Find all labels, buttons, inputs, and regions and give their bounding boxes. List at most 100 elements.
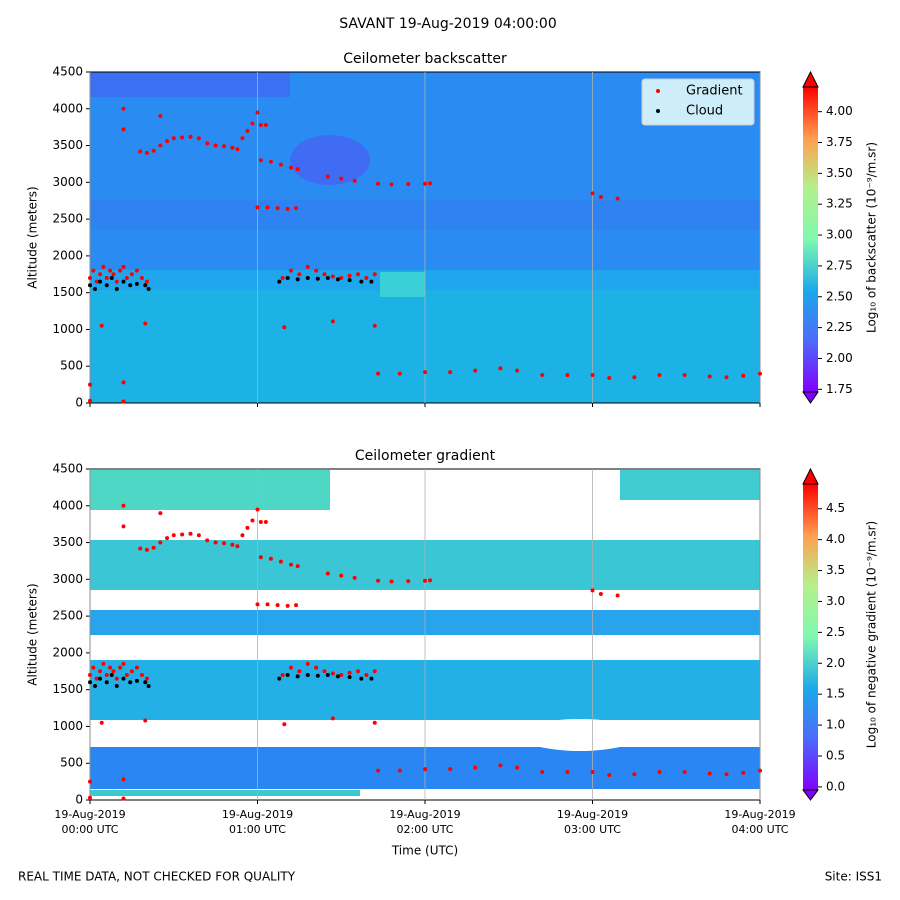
colorbar (803, 484, 818, 790)
colorbar-label: Log₁₀ of negative gradient (10⁻⁹/m.sr) (865, 521, 879, 748)
point (376, 181, 381, 186)
point (305, 264, 310, 269)
point (158, 540, 163, 545)
point (88, 779, 92, 784)
point (258, 519, 263, 524)
y-tick-label: 3000 (52, 572, 83, 586)
point (372, 323, 377, 328)
x-tick-label: 04:00 UTC (731, 823, 788, 836)
point (118, 665, 123, 670)
point (285, 206, 290, 211)
point (590, 373, 595, 378)
colorbar-tick-label: 0.5 (826, 749, 845, 763)
point (741, 770, 746, 775)
axes-title: Ceilometer gradient (355, 448, 496, 464)
footer-left: REAL TIME DATA, NOT CHECKED FOR QUALITY (18, 870, 296, 884)
point (144, 279, 149, 284)
point (98, 676, 103, 681)
point (372, 669, 377, 674)
point (707, 374, 712, 379)
point (94, 676, 99, 681)
point (240, 136, 245, 141)
point (180, 532, 185, 537)
point (372, 272, 377, 277)
colorbar-tick-label: 2.75 (826, 258, 853, 272)
y-tick-label: 3500 (52, 138, 83, 152)
point (289, 165, 293, 170)
point (109, 275, 114, 280)
suptitle: SAVANT 19-Aug-2019 04:00:00 (339, 16, 556, 32)
point (151, 545, 156, 550)
point (98, 279, 103, 284)
point (347, 670, 352, 675)
y-tick-label: 4000 (52, 498, 83, 512)
point (352, 178, 357, 183)
point (93, 286, 98, 291)
point (352, 575, 357, 580)
point (121, 796, 126, 801)
point (134, 268, 139, 273)
point (448, 370, 453, 375)
point (339, 672, 344, 677)
point (540, 770, 545, 775)
point (111, 669, 116, 674)
point (134, 665, 139, 670)
point (607, 772, 612, 777)
point (114, 683, 119, 688)
point (289, 268, 293, 273)
y-tick-label: 0 (75, 396, 83, 410)
point (289, 562, 293, 567)
point (498, 366, 503, 371)
point (121, 399, 126, 404)
y-tick-label: 1500 (52, 682, 83, 696)
point (180, 135, 185, 140)
point (258, 555, 263, 560)
colorbar-tick-label: 3.00 (826, 228, 853, 242)
point (322, 669, 327, 674)
point (448, 767, 453, 772)
point (335, 674, 340, 679)
point (339, 573, 344, 578)
point (372, 720, 377, 725)
point (255, 205, 260, 210)
point (121, 676, 126, 681)
y-tick-label: 2000 (52, 645, 83, 659)
point (121, 777, 126, 782)
point (295, 674, 300, 679)
point (428, 181, 433, 186)
point (88, 398, 92, 403)
point (91, 268, 96, 273)
y-tick-label: 4500 (52, 462, 83, 476)
point (565, 770, 570, 775)
colorbar-tick-label: 3.50 (826, 166, 853, 180)
point (632, 375, 637, 380)
point (188, 531, 193, 536)
point (230, 542, 235, 547)
point (325, 275, 330, 280)
y-tick-label: 3000 (52, 175, 83, 189)
point (282, 722, 287, 727)
colorbar-tick-label: 2.25 (826, 320, 853, 334)
point (111, 272, 116, 277)
point (213, 540, 218, 545)
colorbar-tick-label: 2.5 (826, 625, 845, 639)
point (114, 279, 119, 284)
point (124, 672, 129, 677)
x-tick-label: 19-Aug-2019 (54, 808, 125, 821)
point (205, 141, 210, 146)
point (277, 279, 282, 284)
point (101, 264, 106, 269)
point (325, 174, 330, 179)
point (222, 541, 226, 546)
point (297, 669, 302, 674)
x-tick-label: 00:00 UTC (61, 823, 118, 836)
point (268, 159, 273, 164)
point (325, 672, 330, 677)
point (615, 196, 620, 201)
point (515, 368, 520, 373)
point (121, 503, 126, 508)
point (657, 770, 662, 775)
point (139, 275, 144, 280)
point (108, 268, 113, 273)
point (143, 718, 148, 723)
